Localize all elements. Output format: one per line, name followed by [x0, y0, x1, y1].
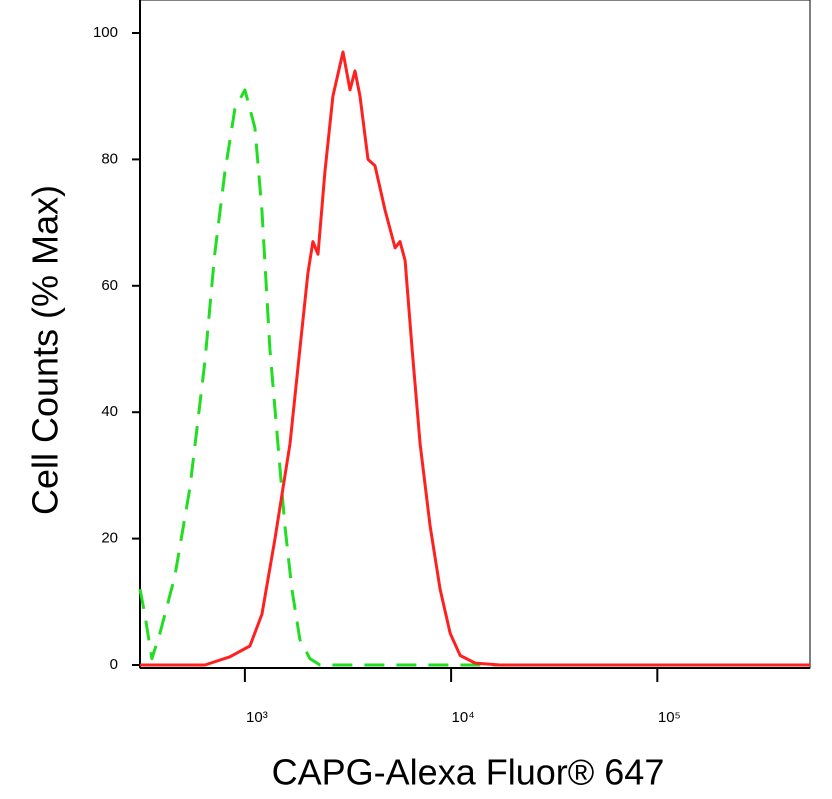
plot-frame	[139, 0, 811, 669]
series-line	[138, 88, 810, 667]
y-tick-label: 20	[101, 530, 118, 547]
y-axis-title: Cell Counts (% Max)	[25, 185, 66, 515]
x-tick-label: 10³	[246, 709, 268, 726]
series-line	[140, 50, 810, 667]
y-tick-label: 100	[93, 24, 118, 41]
x-axis-title: CAPG-Alexa Fluor® 647	[272, 752, 665, 793]
x-tick-label: 10⁴	[452, 709, 475, 726]
y-tick-label: 80	[101, 150, 118, 167]
y-tick-label: 40	[101, 403, 118, 420]
y-tick-label: 0	[110, 656, 118, 673]
x-tick-label: 10⁵	[658, 709, 681, 726]
y-tick-label: 60	[101, 277, 118, 294]
